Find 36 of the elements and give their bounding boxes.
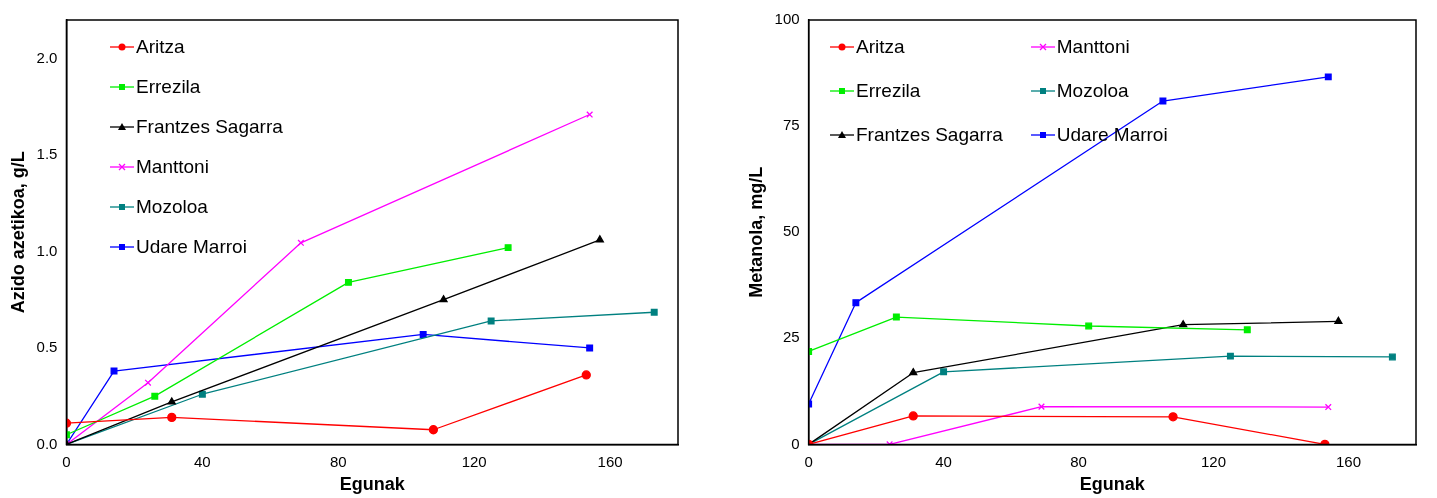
x-axis-title: Egunak	[339, 474, 406, 495]
legend-label: Frantzes Sagarra	[856, 124, 1003, 146]
x-tick-label: 160	[1336, 452, 1362, 470]
y-tick-label: 2.0	[36, 48, 58, 66]
legend-label: Mozoloa	[136, 196, 208, 218]
x-tick-label: 80	[329, 452, 347, 470]
x-tick-label: 120	[1201, 452, 1227, 470]
y-tick-label: 1.0	[36, 241, 58, 259]
y-tick-label: 0.0	[36, 434, 58, 452]
x-tick-label: 0	[62, 452, 71, 470]
x-tick-label: 120	[461, 452, 487, 470]
x-tick-label: 0	[804, 452, 813, 470]
y-tick-label: 75	[782, 116, 800, 134]
legend-label: Errezila	[856, 80, 921, 102]
x-axis-title: Egunak	[1079, 474, 1146, 495]
y-tick-label: 25	[782, 328, 800, 346]
y-tick-label: 50	[782, 222, 800, 240]
legend-label: Aritza	[136, 36, 185, 58]
legend-label: Aritza	[856, 36, 905, 58]
y-tick-label: 0	[791, 434, 800, 452]
legend-label: Udare Marroi	[1056, 124, 1168, 146]
y-tick-label: 0.5	[36, 338, 58, 356]
legend-label: Manttoni	[136, 156, 209, 178]
y-tick-label: 1.5	[36, 145, 58, 163]
legend-label: Mozoloa	[1056, 80, 1129, 102]
x-tick-label: 80	[1070, 452, 1087, 470]
x-tick-label: 40	[935, 452, 952, 470]
legend-label: Udare Marroi	[136, 236, 247, 258]
legend-label: Errezila	[136, 76, 201, 98]
x-tick-label: 160	[597, 452, 623, 470]
y-axis-title: Metanola, mg/L	[745, 166, 766, 298]
legend-label: Manttoni	[1056, 36, 1130, 58]
y-tick-label: 100	[774, 10, 800, 28]
y-axis-title: Azido azetikoa, g/L	[7, 151, 28, 314]
x-tick-label: 40	[194, 452, 211, 470]
legend-label: Frantzes Sagarra	[136, 116, 283, 138]
